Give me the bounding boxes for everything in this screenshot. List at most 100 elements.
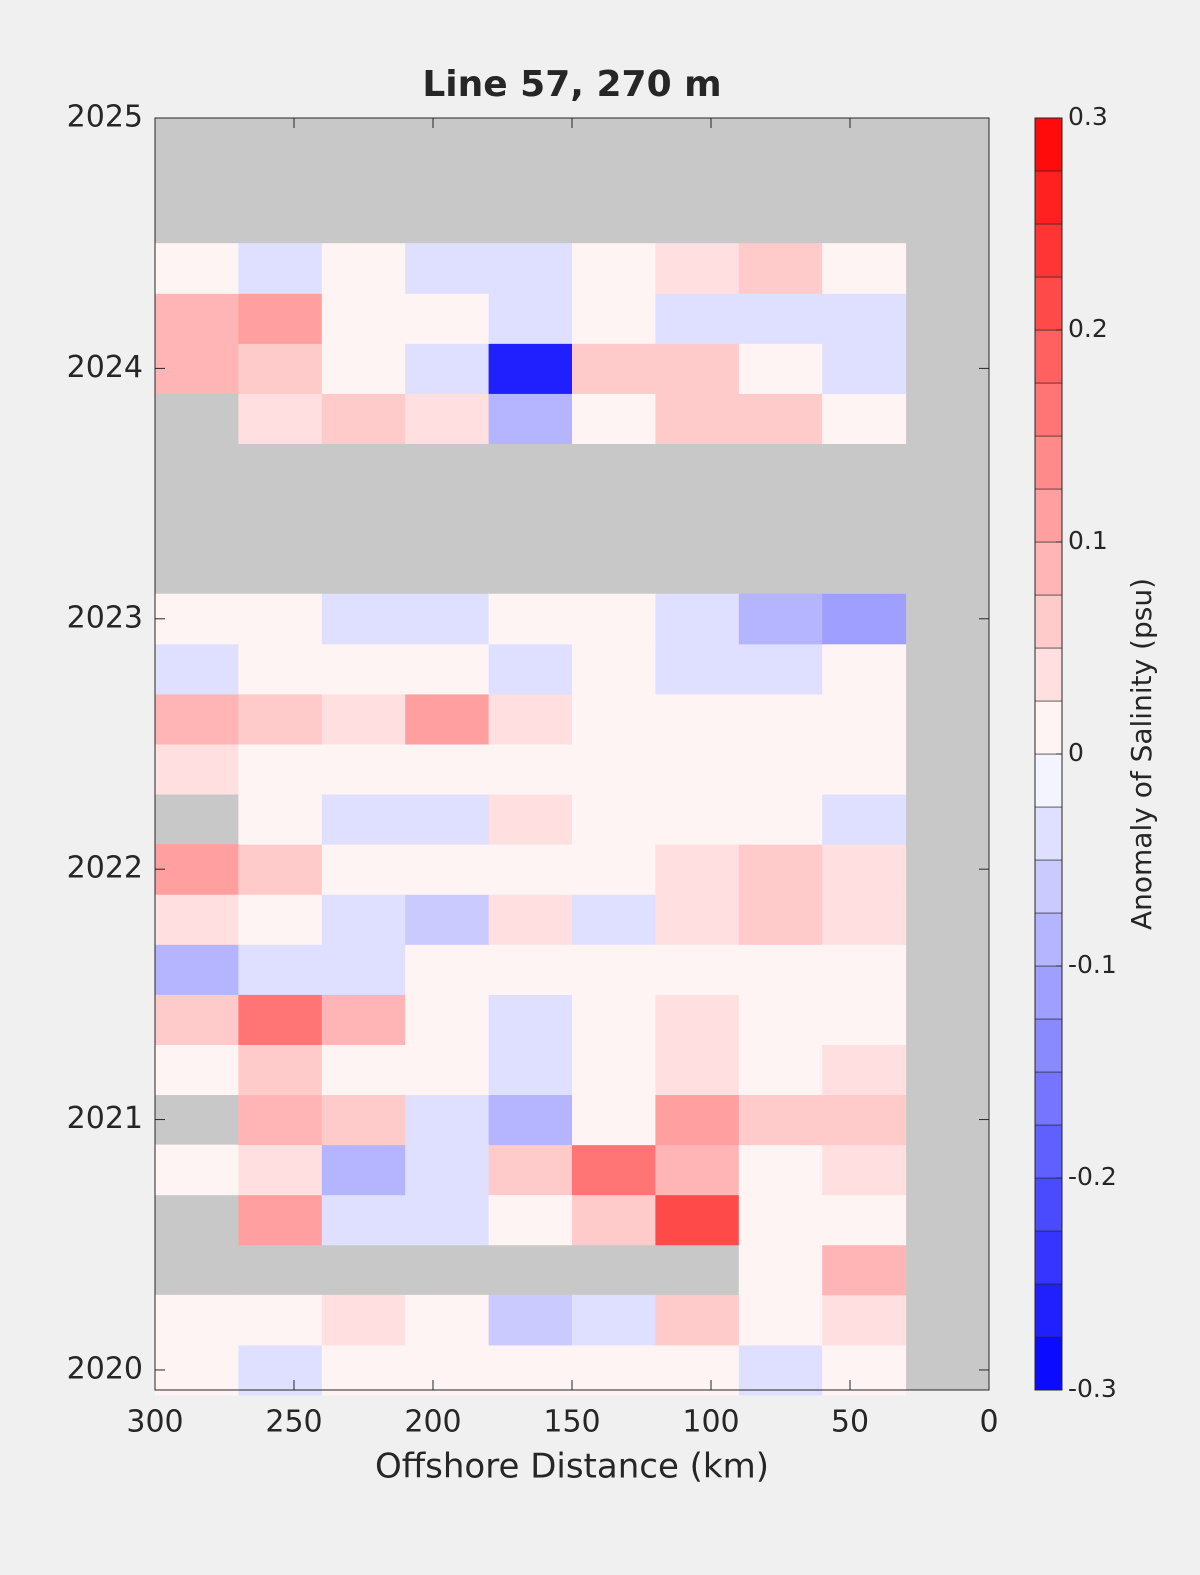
colorbar-segment <box>1034 912 1063 967</box>
contour-cell <box>488 393 573 445</box>
contour-cell <box>488 1044 573 1096</box>
colorbar-segment <box>1034 1230 1063 1285</box>
contour-cell <box>572 794 656 845</box>
contour-cell <box>655 1144 740 1196</box>
contour-cell <box>405 743 490 795</box>
chart-title: Line 57, 270 m <box>422 64 721 105</box>
contour-cell <box>655 1094 740 1146</box>
x-tick-label: 250 <box>265 1405 322 1440</box>
contour-cell <box>155 1294 239 1346</box>
contour-cell <box>738 894 823 945</box>
contour-cell <box>572 994 656 1045</box>
contour-cell <box>738 693 823 745</box>
contour-cell <box>822 1044 907 1096</box>
contour-cell <box>321 994 406 1045</box>
contour-cell <box>155 1144 239 1196</box>
contour-cell <box>488 944 573 995</box>
contour-cell <box>238 1144 323 1196</box>
contour-cell <box>572 743 656 795</box>
contour-cell <box>822 393 907 445</box>
contour-cell <box>488 693 573 745</box>
colorbar-tick-label: 0.3 <box>1068 102 1108 131</box>
contour-cell <box>238 794 323 845</box>
y-tick-label: 2025 <box>67 100 143 135</box>
contour-cell <box>155 743 239 795</box>
contour-cell <box>321 1144 406 1196</box>
contour-cell <box>655 1044 740 1096</box>
contour-cell <box>321 1294 406 1346</box>
contour-cell <box>572 1344 656 1396</box>
contour-cell <box>738 343 823 394</box>
contour-cell <box>405 1044 490 1096</box>
contour-cell <box>655 844 740 895</box>
colorbar-segment <box>1034 1018 1063 1073</box>
contour-cell <box>405 1094 490 1146</box>
contour-cell <box>572 1194 656 1246</box>
contour-cell <box>655 293 740 344</box>
contour-cell <box>655 393 740 445</box>
contour-cell <box>822 1144 907 1196</box>
contour-cell <box>572 1144 656 1196</box>
contour-cell <box>405 794 490 845</box>
contour-cell <box>822 794 907 845</box>
colorbar-tick-label: -0.3 <box>1068 1374 1117 1403</box>
contour-cell <box>155 894 239 945</box>
colorbar-tick-label: 0 <box>1068 738 1084 767</box>
contour-cell <box>405 1144 490 1196</box>
contour-cell <box>822 894 907 945</box>
colorbar-segment <box>1034 700 1063 755</box>
contour-cell <box>738 794 823 845</box>
contour-cell <box>321 293 406 344</box>
contour-cell <box>238 243 323 294</box>
contour-cell <box>155 1044 239 1096</box>
contour-cell <box>155 693 239 745</box>
contour-cell <box>655 894 740 945</box>
contour-cell <box>572 693 656 745</box>
contour-cell <box>822 994 907 1045</box>
contour-cell <box>655 794 740 845</box>
contour-cell <box>738 944 823 995</box>
contour-cell <box>488 1094 573 1146</box>
y-tick-label: 2020 <box>67 1351 143 1386</box>
contour-cell <box>321 693 406 745</box>
colorbar-segment <box>1034 1124 1063 1179</box>
colorbar-tick-label: 0.2 <box>1068 314 1108 343</box>
contour-cell <box>738 844 823 895</box>
contour-cell <box>321 944 406 995</box>
contour-cell <box>488 844 573 895</box>
colorbar-segment <box>1034 1283 1063 1338</box>
contour-cell <box>488 343 573 394</box>
contour-cell <box>738 393 823 445</box>
contour-cell <box>655 944 740 995</box>
contour-cell <box>655 693 740 745</box>
contour-cell <box>155 944 239 995</box>
contour-cell <box>822 1094 907 1146</box>
contour-cell <box>655 743 740 795</box>
contour-cell <box>155 293 239 344</box>
contour-cell <box>238 1044 323 1096</box>
contour-cell <box>238 693 323 745</box>
contour-cell <box>655 243 740 294</box>
contour-cell <box>321 593 406 645</box>
contour-cell <box>572 844 656 895</box>
contour-cell <box>321 343 406 394</box>
colorbar-segment <box>1034 329 1063 384</box>
contour-cell <box>738 1244 823 1296</box>
contour-cell <box>488 593 573 645</box>
contour-cell <box>321 794 406 845</box>
colorbar-tick-label: 0.1 <box>1068 526 1108 555</box>
contour-cell <box>655 1194 740 1246</box>
contour-cell <box>738 643 823 695</box>
contour-cell <box>405 343 490 394</box>
contour-cell <box>238 844 323 895</box>
contour-cell <box>572 593 656 645</box>
contour-cell <box>488 743 573 795</box>
contour-cell <box>572 1044 656 1096</box>
contour-cell <box>238 393 323 445</box>
contour-cell <box>572 894 656 945</box>
y-tick-label: 2022 <box>67 851 143 886</box>
contour-cell <box>488 1144 573 1196</box>
contour-cell <box>155 994 239 1045</box>
contour-cell <box>321 1344 406 1396</box>
